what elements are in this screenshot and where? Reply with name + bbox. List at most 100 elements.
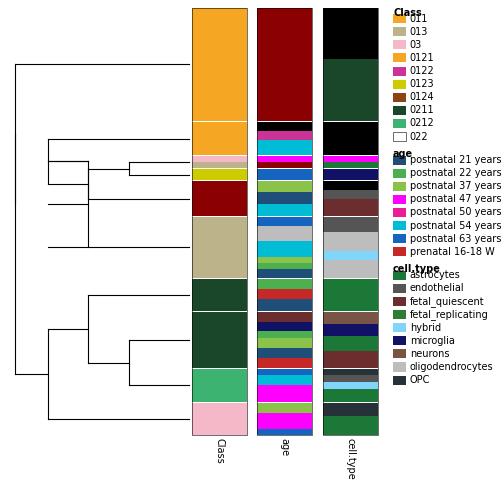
Text: 0123: 0123: [410, 79, 434, 89]
Bar: [393, 156, 406, 165]
Bar: [257, 141, 312, 155]
Bar: [192, 122, 247, 155]
Text: postnatal 63 years: postnatal 63 years: [410, 234, 501, 244]
Text: age: age: [393, 149, 413, 159]
Bar: [393, 132, 406, 141]
Bar: [192, 403, 247, 435]
Bar: [393, 362, 406, 371]
Bar: [393, 310, 406, 319]
Bar: [393, 53, 406, 62]
Bar: [393, 119, 406, 128]
Bar: [192, 312, 247, 368]
Text: hybrid: hybrid: [410, 323, 441, 333]
Bar: [257, 369, 312, 375]
Bar: [323, 375, 378, 382]
Bar: [323, 324, 378, 336]
Bar: [192, 279, 247, 311]
Bar: [393, 323, 406, 332]
Text: Class: Class: [214, 438, 224, 464]
Bar: [393, 221, 406, 230]
Bar: [323, 8, 378, 435]
Bar: [257, 322, 312, 331]
Text: 0124: 0124: [410, 92, 434, 102]
Bar: [257, 169, 312, 180]
Text: neurons: neurons: [410, 349, 449, 359]
Bar: [393, 336, 406, 345]
Text: 0122: 0122: [410, 66, 434, 76]
Bar: [257, 338, 312, 348]
Text: postnatal 22 years: postnatal 22 years: [410, 168, 501, 178]
Bar: [393, 169, 406, 178]
Bar: [323, 312, 378, 324]
Bar: [393, 40, 406, 49]
Bar: [257, 241, 312, 257]
Bar: [393, 106, 406, 115]
Bar: [323, 416, 378, 435]
Text: 03: 03: [410, 40, 422, 50]
Text: postnatal 47 years: postnatal 47 years: [410, 195, 501, 205]
Bar: [257, 348, 312, 358]
Text: postnatal 37 years: postnatal 37 years: [410, 181, 501, 192]
Bar: [393, 349, 406, 358]
Bar: [393, 375, 406, 385]
Bar: [257, 192, 312, 204]
Bar: [192, 369, 247, 402]
Bar: [192, 8, 247, 121]
Text: 0121: 0121: [410, 53, 434, 63]
Bar: [393, 27, 406, 36]
Bar: [323, 58, 378, 121]
Bar: [323, 336, 378, 351]
Bar: [393, 182, 406, 191]
Bar: [192, 156, 247, 162]
Bar: [257, 298, 312, 311]
Text: fetal_replicating: fetal_replicating: [410, 309, 488, 320]
Bar: [393, 247, 406, 257]
Bar: [323, 156, 378, 162]
Bar: [257, 279, 312, 289]
Text: cell.type: cell.type: [393, 264, 441, 274]
Bar: [323, 232, 378, 250]
Bar: [257, 204, 312, 216]
Bar: [323, 403, 378, 416]
Bar: [393, 271, 406, 280]
Bar: [257, 375, 312, 385]
Bar: [393, 195, 406, 204]
Bar: [323, 199, 378, 216]
Bar: [257, 8, 312, 435]
Text: oligodendrocytes: oligodendrocytes: [410, 362, 493, 372]
Bar: [323, 181, 378, 190]
Bar: [192, 169, 247, 180]
Bar: [323, 8, 378, 58]
Bar: [393, 80, 406, 89]
Bar: [257, 429, 312, 435]
Bar: [257, 8, 312, 121]
Bar: [192, 217, 247, 278]
Text: postnatal 50 years: postnatal 50 years: [410, 208, 501, 218]
Bar: [323, 122, 378, 155]
Bar: [393, 14, 406, 23]
Text: Class: Class: [393, 8, 422, 18]
Text: endothelial: endothelial: [410, 283, 464, 293]
Bar: [323, 351, 378, 368]
Bar: [257, 385, 312, 402]
Bar: [393, 67, 406, 76]
Bar: [257, 122, 312, 131]
Bar: [393, 93, 406, 102]
Text: OPC: OPC: [410, 375, 430, 385]
Bar: [393, 208, 406, 217]
Bar: [257, 226, 312, 241]
Bar: [323, 190, 378, 199]
Bar: [192, 8, 247, 435]
Bar: [323, 162, 378, 168]
Text: 013: 013: [410, 27, 428, 37]
Text: microglia: microglia: [410, 336, 455, 346]
Bar: [323, 279, 378, 311]
Text: 022: 022: [410, 132, 428, 142]
Bar: [257, 263, 312, 269]
Text: 0211: 0211: [410, 105, 434, 115]
Bar: [257, 269, 312, 278]
Bar: [323, 369, 378, 375]
Text: 0212: 0212: [410, 118, 434, 129]
Bar: [257, 162, 312, 168]
Bar: [323, 389, 378, 402]
